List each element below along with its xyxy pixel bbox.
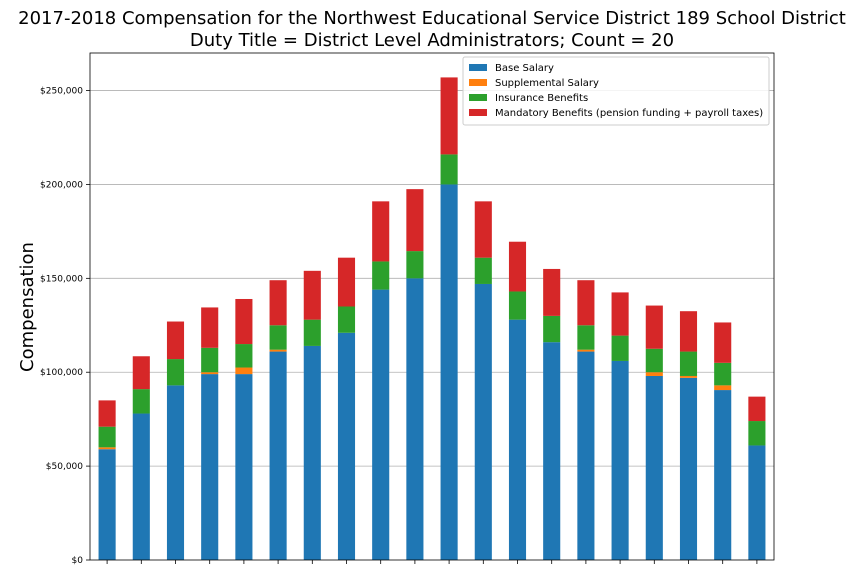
y-tick-label: $250,000 bbox=[40, 87, 83, 97]
bar-segment-insurance bbox=[748, 421, 766, 446]
bar-segment-insurance bbox=[611, 335, 629, 361]
legend-entry: Mandatory Benefits (pension funding + pa… bbox=[495, 108, 763, 119]
bar-segment-mandatory bbox=[166, 321, 185, 360]
bar-segment-base bbox=[474, 283, 492, 560]
bar-segment-mandatory bbox=[269, 280, 287, 326]
legend-entry: Supplemental Salary bbox=[495, 78, 599, 89]
bar-segment-base bbox=[508, 319, 527, 560]
chart-title: 2017-2018 Compensation for the Northwest… bbox=[18, 8, 846, 29]
bar-segment-base bbox=[201, 374, 219, 560]
bar-segment-insurance bbox=[645, 348, 663, 373]
y-tick-label: $0 bbox=[72, 556, 84, 566]
bar-segment-base bbox=[611, 360, 629, 560]
bar-segment-base bbox=[577, 351, 595, 560]
bar-segment-base bbox=[748, 445, 766, 560]
bar-segment-insurance bbox=[372, 261, 390, 290]
bar-segment-mandatory bbox=[406, 189, 424, 252]
bar-segment-insurance bbox=[714, 362, 732, 386]
y-tick-label: $150,000 bbox=[40, 274, 83, 284]
legend-swatch bbox=[469, 79, 487, 86]
bar-segment-base bbox=[303, 345, 321, 560]
y-tick-label: $200,000 bbox=[40, 180, 83, 190]
bar-segment-insurance bbox=[166, 359, 185, 386]
bar-segment-mandatory bbox=[337, 257, 356, 307]
bar-segment-insurance bbox=[474, 257, 492, 284]
bar-segment-mandatory bbox=[645, 305, 663, 349]
bar-segment-supplemental bbox=[201, 372, 219, 375]
bar-segment-mandatory bbox=[543, 268, 561, 316]
y-axis-label: Compensation bbox=[17, 242, 38, 372]
bar-segment-base bbox=[235, 374, 253, 560]
bar-segment-base bbox=[166, 385, 185, 560]
bar-segment-insurance bbox=[406, 251, 424, 279]
bar-segment-mandatory bbox=[611, 292, 629, 336]
bar-segment-mandatory bbox=[714, 322, 732, 363]
bar-segment-insurance bbox=[337, 306, 356, 333]
plot-frame bbox=[89, 52, 775, 561]
bar-segment-supplemental bbox=[577, 349, 595, 352]
bar-segment-mandatory bbox=[474, 201, 492, 258]
legend-swatch bbox=[469, 109, 487, 116]
bar-segment-mandatory bbox=[372, 201, 390, 262]
bar-segment-mandatory bbox=[132, 356, 150, 390]
bar-segment-supplemental bbox=[269, 349, 287, 352]
bar-segment-insurance bbox=[303, 319, 321, 346]
bar-segment-insurance bbox=[440, 154, 458, 185]
bar-segment-mandatory bbox=[303, 270, 321, 320]
bar-segment-insurance bbox=[132, 389, 150, 414]
bar-segment-base bbox=[543, 342, 561, 560]
bar-segment-mandatory bbox=[98, 400, 116, 427]
legend-swatch bbox=[469, 64, 487, 71]
bar-segment-base bbox=[714, 390, 732, 560]
legend bbox=[462, 56, 770, 126]
bar-segment-base bbox=[679, 377, 698, 560]
bar-segment-supplemental bbox=[98, 447, 116, 450]
bar-segment-mandatory bbox=[201, 307, 219, 348]
bar-segment-base bbox=[645, 375, 663, 560]
bar-segment-base bbox=[132, 413, 150, 560]
bar-segment-mandatory bbox=[508, 241, 527, 292]
bar-segment-supplemental bbox=[645, 372, 663, 376]
y-tick-label: $100,000 bbox=[40, 368, 83, 378]
bar-segment-base bbox=[440, 184, 458, 560]
bar-segment-supplemental bbox=[714, 385, 732, 391]
bar-segment-mandatory bbox=[577, 280, 595, 326]
bar-segment-mandatory bbox=[679, 311, 698, 352]
bar-segment-mandatory bbox=[235, 298, 253, 345]
bar-segment-base bbox=[372, 289, 390, 560]
bar-segment-base bbox=[337, 332, 356, 560]
bar-segment-supplemental bbox=[679, 375, 698, 378]
bar-segment-supplemental bbox=[235, 367, 253, 375]
bar-segment-insurance bbox=[201, 347, 219, 373]
bar-segment-base bbox=[406, 278, 424, 560]
bar-segment-base bbox=[98, 449, 116, 560]
bar-segment-base bbox=[269, 351, 287, 560]
bar-segment-insurance bbox=[543, 315, 561, 343]
bar-segment-insurance bbox=[98, 426, 116, 448]
legend-entry: Base Salary bbox=[495, 63, 554, 74]
bar-segment-mandatory bbox=[440, 77, 458, 155]
chart-subtitle: Duty Title = District Level Administrato… bbox=[189, 30, 675, 51]
bar-segment-insurance bbox=[269, 325, 287, 350]
legend-entry: Insurance Benefits bbox=[495, 93, 588, 104]
bar-segment-insurance bbox=[508, 291, 527, 320]
bar-segment-insurance bbox=[577, 325, 595, 350]
y-tick-label: $50,000 bbox=[46, 462, 83, 472]
bar-segment-mandatory bbox=[748, 396, 766, 422]
legend-swatch bbox=[469, 94, 487, 101]
bar-segment-insurance bbox=[235, 344, 253, 368]
bar-segment-insurance bbox=[679, 351, 698, 376]
